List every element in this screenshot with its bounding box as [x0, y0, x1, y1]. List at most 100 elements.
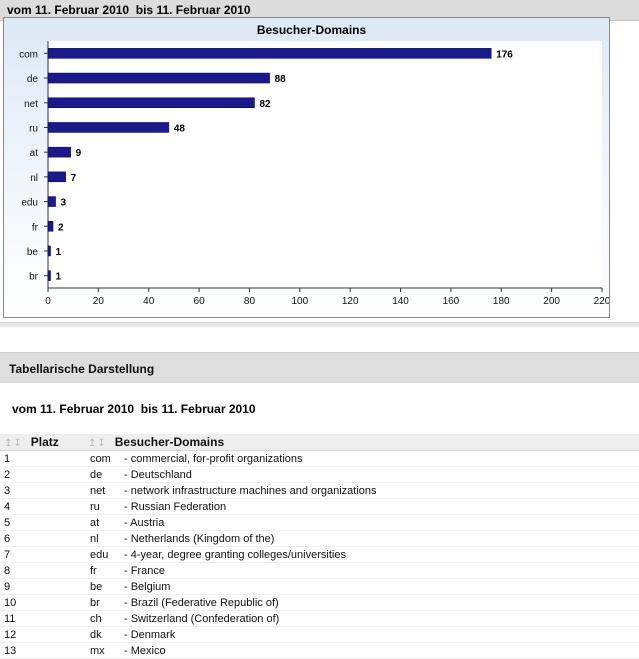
domain-cell: net - network infrastructure machines and… — [88, 482, 639, 499]
domain-description: - Netherlands (Kingdom of the) — [124, 532, 275, 545]
domain-cell: ch - Switzerland (Confederation of) — [88, 610, 639, 627]
bar-chart: Besucher-Domains 0 20 40 60 80 100 120 140 160 180… — [19, 23, 609, 307]
domain-cell: br - Brazil (Federative Republic of) — [88, 594, 639, 611]
domain-description: - France — [124, 564, 165, 577]
x-tick-label: 180 — [493, 296, 510, 307]
domain-description: - network infrastructure machines and or… — [124, 484, 377, 497]
chart-section: vom 11. Februar 2010 bis 11. Februar 201… — [0, 0, 639, 326]
domain-code: br — [90, 596, 100, 609]
category-label: ru — [29, 123, 38, 134]
period-to-date: 11. Februar 2010 — [161, 402, 256, 416]
column-header-domains[interactable]: ↥↧ Besucher-Domains — [88, 434, 639, 451]
domain-description: - Austria — [124, 516, 165, 529]
column-header-platz[interactable]: ↥↧ Platz — [0, 434, 88, 451]
sort-arrows-icon[interactable]: ↥↧ — [88, 438, 107, 449]
rank-cell: 8 — [0, 562, 88, 579]
domain-description: - Russian Federation — [124, 500, 227, 513]
domain-description: - 4-year, degree granting colleges/unive… — [124, 548, 346, 561]
category-label: com — [19, 49, 38, 60]
x-tick-label: 200 — [543, 296, 560, 307]
domain-code: mx — [90, 644, 105, 657]
table-section-header: Tabellarische Darstellung — [0, 352, 639, 383]
domain-cell: de - Deutschland — [88, 466, 639, 483]
bar — [47, 146, 71, 158]
table-row: 5 at - Austria — [0, 514, 639, 531]
category-label: br — [29, 272, 39, 283]
domains-table: ↥↧ Platz ↥↧ Besucher-Domains 1 com - commerc… — [0, 434, 639, 659]
chart-title: Besucher-Domains — [257, 23, 367, 37]
chart-period-header: vom 11. Februar 2010 bis 11. Februar 201… — [0, 0, 639, 21]
category-label: de — [27, 74, 39, 85]
category-label: nl — [30, 173, 38, 184]
period-from-label: vom — [7, 3, 32, 17]
table-row: 9 be - Belgium — [0, 578, 639, 595]
bar-value-label: 9 — [76, 148, 82, 159]
column-label-platz: Platz — [30, 435, 59, 449]
domain-cell: dk - Denmark — [88, 626, 639, 643]
table-row: 6 nl - Netherlands (Kingdom of the) — [0, 530, 639, 547]
rank-cell: 12 — [0, 626, 88, 643]
period-from-label: vom — [12, 402, 37, 416]
sort-arrows-icon[interactable]: ↥↧ — [4, 438, 23, 449]
x-tick-label: 40 — [143, 296, 155, 307]
category-label: at — [30, 148, 39, 159]
bar-value-label: 176 — [496, 49, 513, 60]
domain-cell: ru - Russian Federation — [88, 498, 639, 515]
category-label: be — [27, 247, 39, 258]
bar-value-label: 7 — [71, 173, 77, 184]
bar — [47, 72, 270, 84]
table-period-text: vom 11. Februar 2010 bis 11. Februar 201… — [12, 402, 256, 416]
table-row: 12 dk - Denmark — [0, 626, 639, 643]
table-row: 10 br - Brazil (Federative Republic of) — [0, 594, 639, 611]
domain-description: - Denmark — [124, 628, 176, 641]
x-tick-label: 0 — [45, 296, 51, 307]
bar-value-label: 3 — [61, 198, 67, 209]
period-from-date: 11. Februar 2010 — [40, 402, 135, 416]
domain-code: net — [90, 484, 106, 497]
bar-value-label: 2 — [58, 222, 64, 233]
rank-cell: 11 — [0, 610, 88, 627]
period-to-label: bis — [135, 3, 154, 17]
domain-description: - Mexico — [124, 644, 166, 657]
bar — [47, 221, 54, 232]
period-text: vom 11. Februar 2010 bis 11. Februar 201… — [7, 3, 251, 17]
rank-cell: 1 — [0, 450, 88, 467]
table-section: Tabellarische Darstellung vom 11. Februa… — [0, 352, 639, 659]
x-tick-label: 80 — [244, 296, 256, 307]
domain-cell: mx - Mexico — [88, 642, 639, 659]
table-section-title: Tabellarische Darstellung — [9, 362, 155, 376]
rank-cell: 10 — [0, 594, 88, 611]
table-row: 2 de - Deutschland — [0, 466, 639, 483]
domain-code: com — [90, 452, 111, 465]
period-from-date: 11. Februar 2010 — [35, 3, 130, 17]
table-row: 11 ch - Switzerland (Confederation of) — [0, 610, 639, 627]
section-divider — [0, 322, 639, 327]
x-tick-label: 60 — [194, 296, 206, 307]
rank-cell: 5 — [0, 514, 88, 531]
domain-cell: at - Austria — [88, 514, 639, 531]
category-label: fr — [32, 222, 39, 233]
table-row: 3 net - network infrastructure machines an… — [0, 482, 639, 499]
domain-code: be — [90, 580, 103, 593]
x-tick-label: 140 — [392, 296, 409, 307]
table-body: 1 com - commercial, for-profit organizatio… — [0, 450, 639, 659]
domain-description: - Switzerland (Confederation of) — [124, 612, 280, 625]
domain-cell: be - Belgium — [88, 578, 639, 595]
x-tick-label: 100 — [291, 296, 308, 307]
period-to-date: 11. Februar 2010 — [156, 3, 251, 17]
period-to-label: bis — [140, 402, 159, 416]
bar-value-label: 82 — [259, 99, 271, 110]
domain-description: - Belgium — [124, 580, 171, 593]
category-label: edu — [21, 198, 38, 209]
bar — [47, 97, 255, 108]
rank-cell: 3 — [0, 482, 88, 499]
rank-cell: 6 — [0, 530, 88, 547]
rank-cell: 9 — [0, 578, 88, 595]
table-row: 4 ru - Russian Federation — [0, 498, 639, 515]
bar — [47, 270, 51, 281]
bar — [47, 196, 56, 207]
domain-description: - Brazil (Federative Republic of) — [124, 596, 279, 609]
x-tick-label: 160 — [443, 296, 460, 307]
bar — [47, 171, 66, 183]
domain-code: de — [90, 468, 103, 481]
